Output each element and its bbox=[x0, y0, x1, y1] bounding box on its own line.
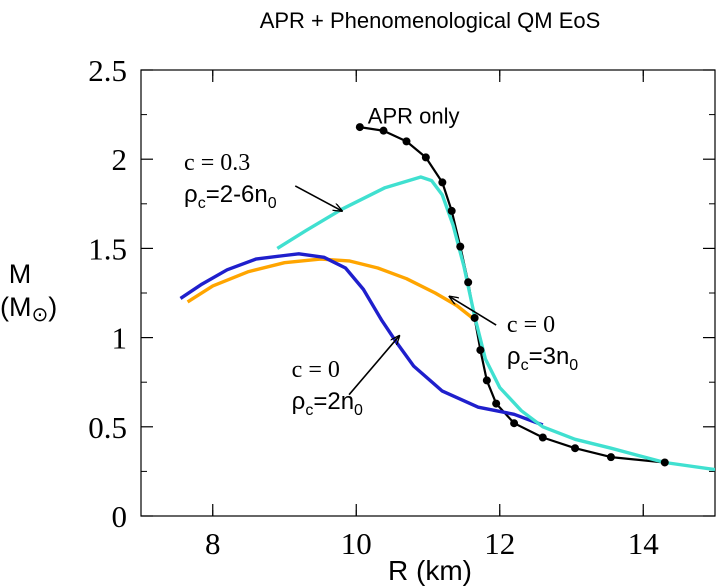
annotation-1-line2: ρc=2-6n0 bbox=[184, 181, 277, 212]
annotation-1-line1: c = 0.3 bbox=[184, 150, 250, 176]
apr-data-point bbox=[606, 453, 615, 462]
y-axis-label-bottom: (M⊙) bbox=[0, 292, 57, 326]
annotation-apr-label: APR only bbox=[368, 104, 460, 129]
plot-frame bbox=[140, 69, 716, 517]
chart-title: APR + Phenomenological QM EoS bbox=[260, 8, 601, 33]
y-tick-label: 0 bbox=[112, 499, 128, 534]
annotation-2-line1: c = 0 bbox=[507, 312, 555, 338]
annotation-2-arrow bbox=[450, 297, 497, 326]
apr-data-point bbox=[447, 206, 456, 215]
annotation-2-line2: ρc=3n0 bbox=[507, 343, 578, 374]
annotation-3-arrow bbox=[348, 336, 399, 396]
apr-data-point bbox=[464, 278, 473, 287]
apr-data-point bbox=[492, 399, 501, 408]
x-tick-label: 10 bbox=[341, 526, 372, 561]
x-tick-label: 14 bbox=[628, 526, 660, 561]
y-axis-label-sun-symbol: ⊙ bbox=[31, 304, 48, 326]
series-line-2 bbox=[186, 257, 474, 320]
annotation-3-line1: c = 0 bbox=[292, 357, 340, 383]
apr-data-point bbox=[571, 444, 580, 453]
apr-data-point bbox=[402, 137, 411, 146]
y-axis-label: M (M⊙) bbox=[0, 259, 57, 326]
apr-data-point bbox=[482, 376, 491, 385]
y-tick-label: 1 bbox=[112, 321, 128, 356]
x-tick-label: 8 bbox=[205, 526, 221, 561]
y-tick-label: 2.5 bbox=[88, 53, 127, 88]
apr-data-point bbox=[421, 153, 430, 162]
apr-data-point bbox=[510, 419, 519, 428]
y-axis-label-top: M bbox=[9, 259, 32, 289]
apr-data-point bbox=[438, 178, 447, 187]
series-line-1 bbox=[276, 175, 715, 472]
y-tick-label: 1.5 bbox=[88, 231, 127, 266]
x-tick-label: 12 bbox=[484, 526, 515, 561]
y-axis-label-close: ) bbox=[48, 292, 57, 322]
y-axis-label-open: (M bbox=[0, 292, 31, 322]
y-tick-label: 2 bbox=[112, 142, 128, 177]
apr-data-point bbox=[456, 242, 465, 251]
annotation-3-line2: ρc=2n0 bbox=[292, 388, 363, 419]
apr-data-point bbox=[660, 458, 669, 467]
series-line-3 bbox=[179, 252, 544, 427]
apr-data-point bbox=[470, 313, 479, 322]
apr-data-point bbox=[538, 433, 547, 442]
y-tick-label: 0.5 bbox=[88, 410, 127, 445]
apr-data-point bbox=[476, 346, 485, 355]
apr-data-point bbox=[355, 123, 364, 132]
apr-data-point bbox=[379, 126, 388, 135]
x-axis-label: R (km) bbox=[388, 555, 472, 586]
annotation-1-arrow bbox=[294, 185, 342, 211]
